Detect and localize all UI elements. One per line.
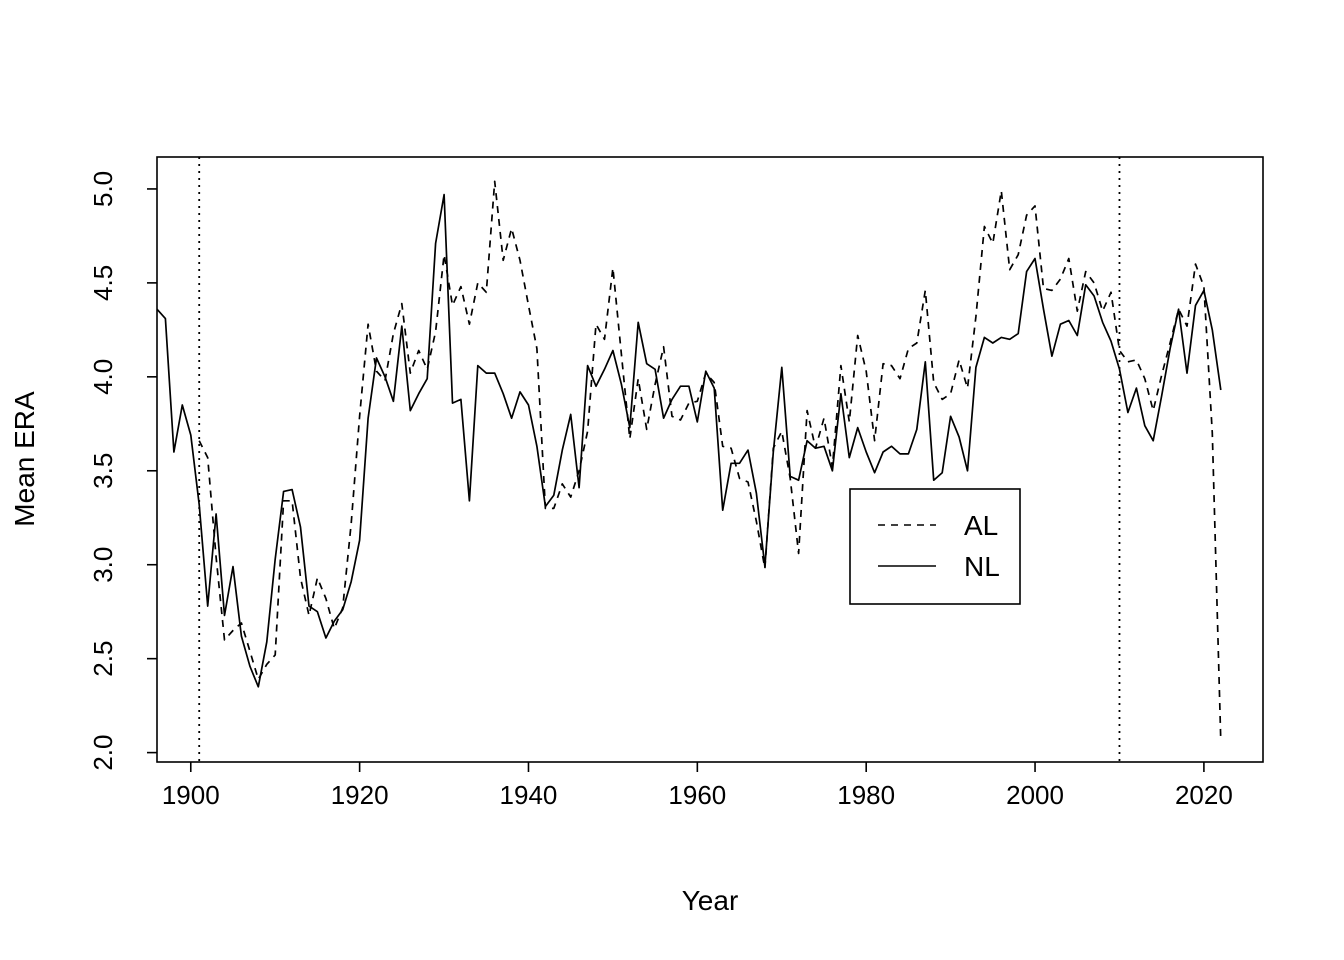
- legend-label-nl: NL: [964, 551, 1000, 582]
- y-tick-label: 3.0: [88, 547, 118, 583]
- y-tick-label: 4.0: [88, 359, 118, 395]
- x-axis-label: Year: [682, 885, 739, 916]
- x-axis: 1900 1920 1940 1960 1980 2000 2020: [162, 762, 1233, 810]
- plot-frame: [156, 156, 1264, 763]
- y-axis-label: Mean ERA: [9, 391, 40, 527]
- y-tick-label: 2.5: [88, 641, 118, 677]
- x-tick-label: 2000: [1006, 780, 1064, 810]
- y-tick-label: 2.0: [88, 735, 118, 771]
- y-tick-label: 5.0: [88, 171, 118, 207]
- x-tick-label: 1980: [837, 780, 895, 810]
- series-line-nl: [156, 193, 1222, 688]
- y-axis: 2.0 2.5 3.0 3.5 4.0 4.5 5.0: [88, 171, 157, 771]
- y-tick-label: 4.5: [88, 265, 118, 301]
- x-tick-label: 1900: [162, 780, 220, 810]
- x-tick-label: 1940: [500, 780, 558, 810]
- y-tick-label: 3.5: [88, 453, 118, 489]
- series-layer: [156, 180, 1222, 742]
- legend: AL NL: [849, 488, 1021, 605]
- x-tick-label: 2020: [1175, 780, 1233, 810]
- reference-lines: [198, 157, 1121, 762]
- x-tick-label: 1960: [668, 780, 726, 810]
- legend-box: [849, 488, 1021, 605]
- x-tick-label: 1920: [331, 780, 389, 810]
- series-line-al: [198, 180, 1222, 742]
- legend-label-al: AL: [964, 510, 998, 541]
